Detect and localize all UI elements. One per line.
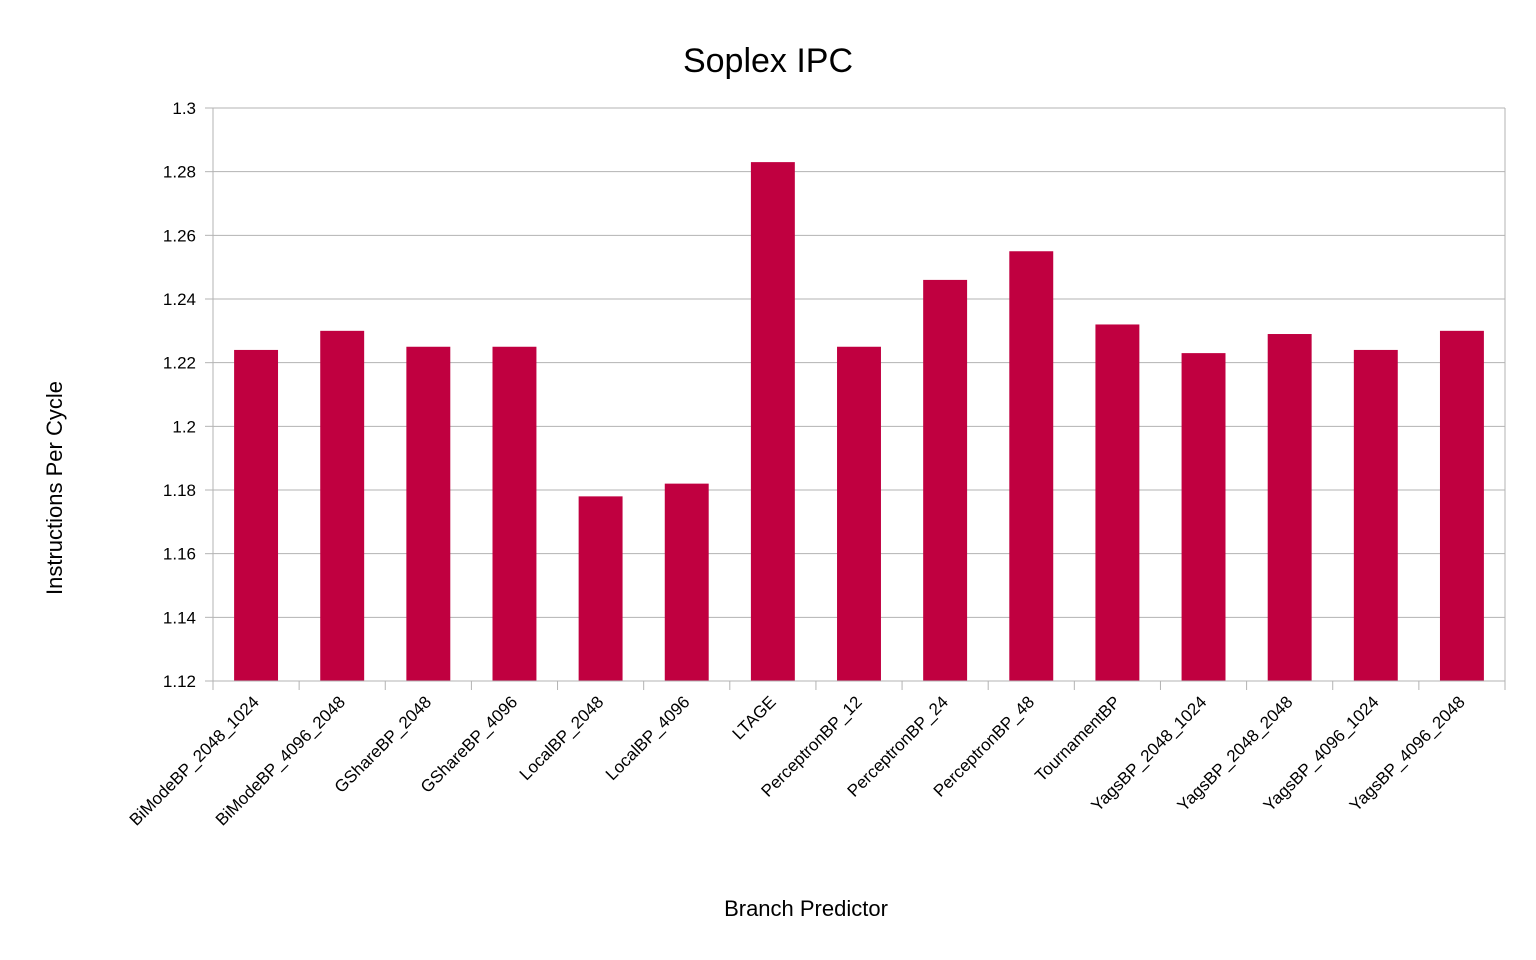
bar xyxy=(1181,353,1226,681)
y-tick-label: 1.24 xyxy=(163,290,196,309)
y-tick-label: 1.14 xyxy=(163,608,196,627)
bar xyxy=(750,162,795,681)
bar xyxy=(578,496,623,681)
y-tick-label: 1.18 xyxy=(163,481,196,500)
bar xyxy=(1009,251,1054,681)
bar xyxy=(1095,324,1140,681)
bar xyxy=(923,279,968,681)
y-tick-labels: 1.12 1.14 1.16 1.18 1.2 1.22 1.24 1.26 1.28 1.3 xyxy=(163,99,196,691)
x-tick-label: LocalBP_4096 xyxy=(602,692,694,784)
y-tick-label: 1.2 xyxy=(172,417,196,436)
x-axis-title: Branch Predictor xyxy=(724,896,888,921)
bar xyxy=(1267,334,1312,681)
bar xyxy=(837,346,881,681)
bar xyxy=(406,346,451,681)
bars-layer xyxy=(234,162,1484,681)
x-tick-label: TournamentBP xyxy=(1031,692,1124,785)
y-tick-label: 1.22 xyxy=(163,354,196,373)
axis-layer xyxy=(205,107,1506,690)
y-tick-label: 1.16 xyxy=(163,545,196,564)
bar xyxy=(664,483,709,681)
bar xyxy=(1353,349,1398,681)
y-tick-label: 1.12 xyxy=(163,672,196,691)
x-tick-labels: BiModeBP_2048_1024BiModeBP_4096_2048GSha… xyxy=(126,692,1469,829)
x-tick-label: LTAGE xyxy=(729,692,780,743)
y-tick-label: 1.28 xyxy=(163,163,196,182)
bar xyxy=(1439,330,1484,681)
bar xyxy=(320,330,365,681)
x-tick-label: LocalBP_2048 xyxy=(516,692,608,784)
bar xyxy=(492,346,537,681)
y-tick-label: 1.26 xyxy=(163,226,196,245)
bar xyxy=(234,349,279,681)
chart-title: Soplex IPC xyxy=(683,42,853,80)
y-tick-label: 1.3 xyxy=(172,99,196,118)
y-axis-title: Instructions Per Cycle xyxy=(42,381,67,595)
